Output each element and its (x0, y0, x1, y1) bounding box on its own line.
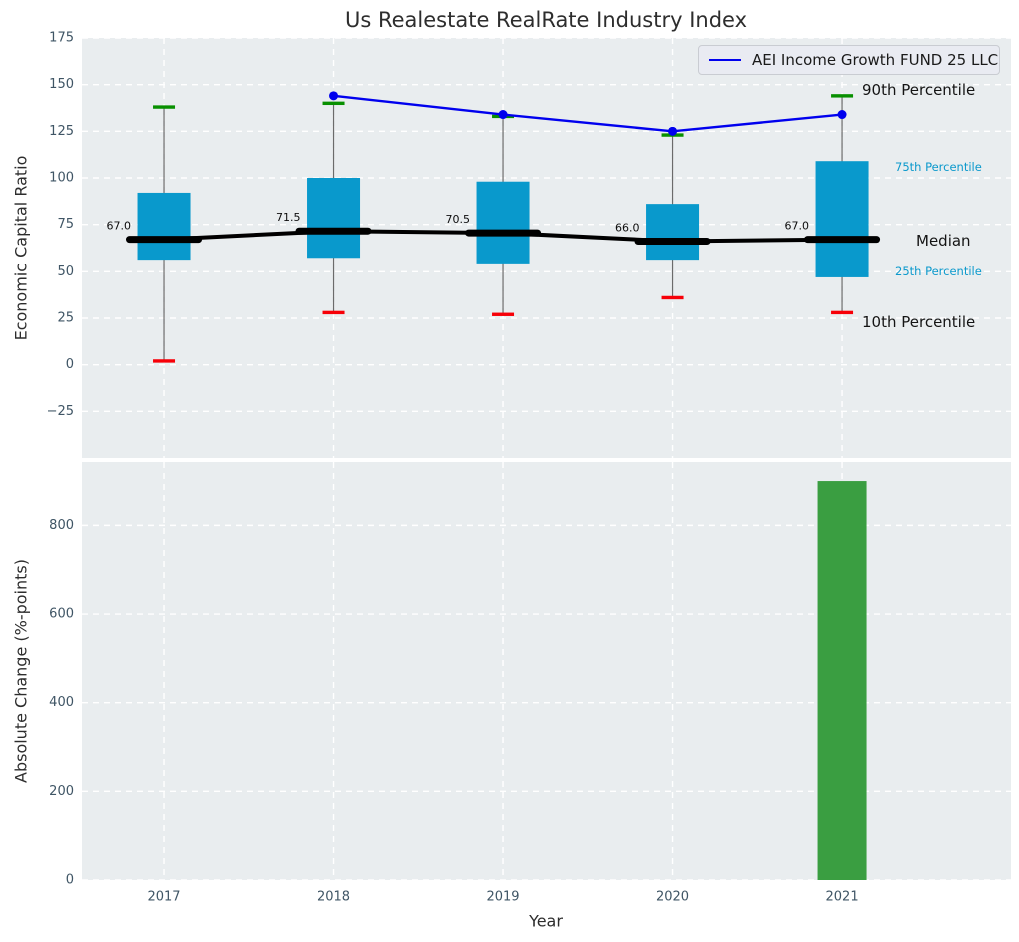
fund-point (668, 126, 678, 136)
top-y-tick-label: 125 (49, 124, 74, 139)
cap-10th-icon (831, 310, 854, 315)
top-y-tick-label: 25 (57, 311, 74, 326)
top-y-tick-label: 0 (66, 357, 74, 372)
median-value-label: 67.0 (785, 220, 810, 233)
x-tick-label: 2021 (826, 890, 859, 905)
cap-10th-icon (661, 295, 684, 300)
change-bar (817, 481, 867, 880)
top-plot-bg (82, 38, 1011, 458)
bottom-y-tick-label: 200 (49, 784, 74, 799)
median-capsule (634, 237, 711, 245)
bottom-y-tick-label: 0 (66, 873, 74, 888)
annotation-25th-percentile: 25th Percentile (895, 264, 982, 278)
top-y-tick-label: 100 (49, 171, 74, 186)
annotation-75th-percentile: 75th Percentile (895, 160, 982, 174)
top-y-tick-label: 175 (49, 31, 74, 46)
top-y-tick-label: 50 (57, 264, 74, 279)
median-capsule (465, 229, 542, 237)
fund-point (498, 110, 508, 120)
legend: AEI Income Growth FUND 25 LLC (698, 45, 1000, 75)
median-capsule (804, 236, 881, 244)
iqr-box (476, 181, 530, 264)
top-y-tick-label: 150 (49, 77, 74, 92)
cap-10th-icon (153, 359, 176, 363)
legend-line-icon (709, 58, 741, 62)
iqr-box (307, 178, 361, 259)
iqr-box (815, 161, 869, 277)
iqr-box (646, 204, 700, 261)
top-y-axis-label: Economic Capital Ratio (11, 155, 31, 341)
fund-line (333, 94, 843, 133)
legend-label: AEI Income Growth FUND 25 LLC (752, 51, 999, 69)
bottom-y-tick-label: 800 (49, 518, 74, 533)
median-value-label: 70.5 (446, 213, 471, 226)
median-capsule (126, 236, 203, 244)
annotation-90th-percentile: 90th Percentile (862, 81, 976, 99)
fund-point (837, 110, 847, 120)
x-tick-label: 2020 (656, 890, 689, 905)
annotation-median: Median (916, 232, 971, 250)
median-value-label: 67.0 (107, 220, 132, 233)
cap-90th-icon (831, 94, 854, 98)
bottom-y-axis-label: Absolute Change (%-points) (11, 559, 31, 783)
top-y-tick-label: −25 (47, 404, 74, 419)
x-axis-label: Year (529, 911, 563, 931)
median-capsule (295, 227, 372, 235)
bottom-y-tick-label: 600 (49, 607, 74, 622)
cap-90th-icon (153, 105, 176, 109)
annotation-10th-percentile: 10th Percentile (862, 313, 976, 331)
cap-10th-icon (322, 310, 345, 315)
fund-point (329, 91, 339, 101)
top-y-tick-label: 75 (57, 217, 74, 232)
median-value-label: 66.0 (615, 221, 640, 234)
x-tick-label: 2018 (317, 890, 350, 905)
bottom-y-tick-label: 400 (49, 695, 74, 710)
iqr-box (137, 192, 191, 261)
chart-title: Us Realestate RealRate Industry Index (344, 8, 748, 32)
x-tick-label: 2019 (486, 890, 519, 905)
x-tick-label: 2017 (147, 890, 180, 905)
cap-90th-icon (322, 101, 345, 106)
cap-10th-icon (492, 312, 515, 316)
median-value-label: 71.5 (276, 211, 301, 224)
